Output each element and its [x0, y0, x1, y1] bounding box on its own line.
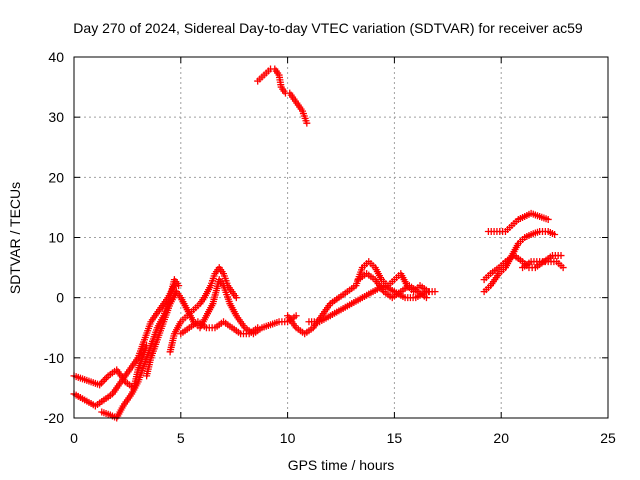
y-tick-label: 10: [48, 230, 64, 246]
y-tick-label: 20: [48, 169, 64, 185]
data-point: [232, 294, 240, 302]
data-point: [254, 324, 262, 332]
data-point: [303, 119, 311, 127]
x-tick-label: 20: [493, 430, 509, 446]
grid: [74, 57, 608, 418]
data-point: [557, 252, 565, 260]
data-point: [175, 282, 183, 290]
y-tick-label: 40: [48, 49, 64, 65]
data-points: [70, 65, 567, 422]
series-track-k: [484, 209, 552, 235]
series-track-i: [354, 270, 430, 302]
data-point: [544, 215, 552, 223]
y-tick-label: -10: [44, 350, 64, 366]
x-tick-label: 25: [600, 430, 616, 446]
series-track-j: [254, 65, 311, 127]
chart-title: Day 270 of 2024, Sidereal Day-to-day VTE…: [73, 20, 583, 36]
x-tick-label: 15: [387, 430, 403, 446]
data-point: [431, 288, 439, 296]
tick-labels: 0 5 10 15 20 25 -20 -10 0 10 20 30 40: [44, 49, 616, 446]
data-point: [551, 230, 559, 238]
x-tick-label: 10: [280, 430, 296, 446]
data-point: [422, 294, 430, 302]
y-tick-label: -20: [44, 410, 64, 426]
y-axis-label: SDTVAR / TECUs: [7, 182, 23, 294]
series-track-e: [166, 264, 240, 356]
x-tick-label: 0: [70, 430, 78, 446]
data-point: [559, 264, 567, 272]
x-axis-label: GPS time / hours: [288, 457, 395, 473]
y-tick-label: 30: [48, 109, 64, 125]
data-point: [292, 312, 300, 320]
x-tick-label: 5: [177, 430, 185, 446]
series-track-n: [519, 258, 567, 272]
axis-ticks: [73, 56, 609, 419]
series-track-f: [177, 318, 262, 338]
y-tick-label: 0: [56, 290, 64, 306]
